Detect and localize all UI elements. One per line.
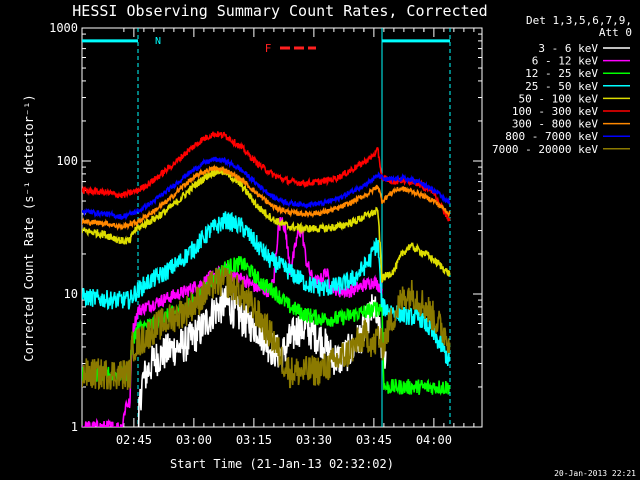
flare-marker: F [265,42,272,55]
chart-title: HESSI Observing Summary Count Rates, Cor… [72,2,487,20]
x-axis-label: Start Time (21-Jan-13 02:32:02) [170,457,394,471]
series-line [82,164,451,232]
x-tick-label: 03:45 [356,433,392,447]
series-line [82,265,451,391]
y-tick-label: 100 [56,154,78,168]
x-tick-label: 02:45 [116,433,152,447]
legend-entry-label: 3 - 6 keV [538,42,598,55]
series-line [82,156,451,221]
y-tick-label: 1 [71,420,78,434]
legend-entry-label: 6 - 12 keV [532,55,599,68]
legend-entry-label: 7000 - 20000 keV [492,143,598,156]
axis-ticks: 1 10 100 1000 02:45 03:00 03:15 03:30 03:45 04:00 [49,21,482,447]
legend-entry-label: 12 - 25 keV [525,67,598,80]
axes-box [81,27,483,428]
legend-entry-label: 300 - 800 keV [512,118,598,131]
series-line [82,166,451,283]
x-tick-label: 04:00 [416,433,452,447]
x-tick-label: 03:15 [236,433,272,447]
y-tick-label: 10 [64,287,78,301]
series-layer [82,131,451,427]
legend-entry-label: 100 - 300 keV [512,105,598,118]
datestamp: 20-Jan-2013 22:21 [554,469,636,478]
legend-entry-label: 800 - 7000 keV [505,130,598,143]
y-tick-label: 1000 [49,21,78,35]
x-tick-label: 03:00 [176,433,212,447]
legend-header-line1: Det 1,3,5,6,7,9, [526,14,632,27]
legend-header-line2: Att 0 [599,26,632,39]
legend-entry-label: 50 - 100 keV [519,92,599,105]
series-line [82,131,451,222]
series-line [82,217,383,427]
night-marker: N [155,36,161,47]
plot-frame [81,27,483,428]
series-line [137,285,387,427]
legend-entry-label: 25 - 50 keV [525,80,598,93]
x-tick-label: 03:30 [296,433,332,447]
y-axis-label: Corrected Count Rate (s⁻¹ detector⁻¹) [22,94,36,361]
